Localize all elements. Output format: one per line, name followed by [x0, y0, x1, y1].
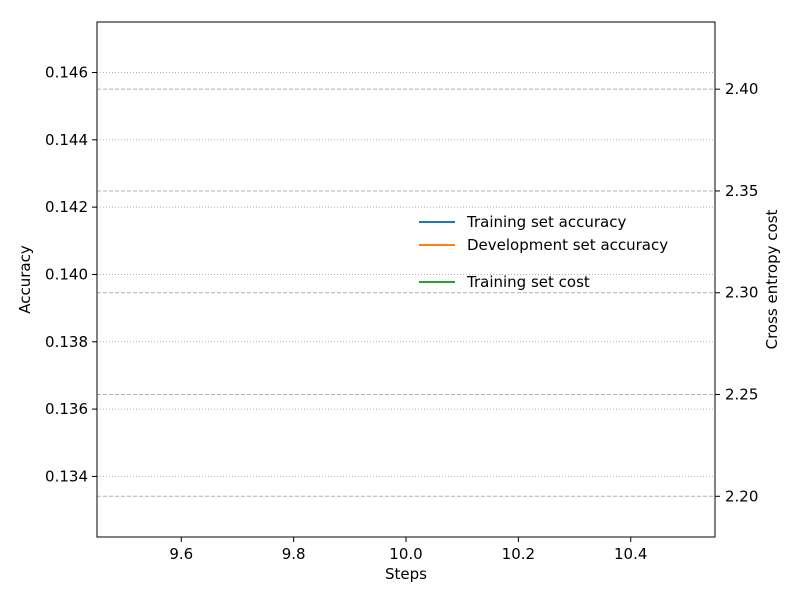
y2-tick-label: 2.35: [725, 182, 758, 200]
plot-frame: [96, 21, 716, 538]
y2-tick-label: 2.20: [725, 487, 758, 505]
y-axis-label: Accuracy: [16, 245, 34, 314]
x-tick-label: 9.8: [282, 545, 306, 563]
y-tick-label: 0.138: [45, 333, 88, 351]
y2-axis-label: Cross entropy cost: [763, 209, 781, 349]
y-tick-label: 0.144: [45, 131, 88, 149]
y-tick-label: 0.136: [45, 400, 88, 418]
y-tick-label: 0.134: [45, 467, 88, 485]
legend-label: Training set accuracy: [466, 213, 626, 231]
ticks: 0.134 0.136 0.138 0.140 0.142 0.144 0.146 2.20 2…: [45, 63, 758, 563]
x-tick-label: 10.2: [502, 545, 535, 563]
y-tick-label: 0.140: [45, 265, 88, 283]
x-tick-label: 10.0: [389, 545, 422, 563]
x-axis-label: Steps: [385, 565, 427, 583]
x-tick-label: 9.6: [169, 545, 193, 563]
x-tick-label: 10.4: [614, 545, 647, 563]
y2-tick-label: 2.30: [725, 284, 758, 302]
grid: [97, 71, 715, 497]
legend: Training set accuracy Development set acc…: [419, 213, 668, 291]
y-tick-label: 0.146: [45, 63, 88, 81]
y2-tick-label: 2.25: [725, 386, 758, 404]
legend-label: Training set cost: [466, 273, 590, 291]
legend-label: Development set accuracy: [467, 236, 668, 254]
y2-tick-label: 2.40: [725, 80, 758, 98]
y-tick-label: 0.142: [45, 198, 88, 216]
